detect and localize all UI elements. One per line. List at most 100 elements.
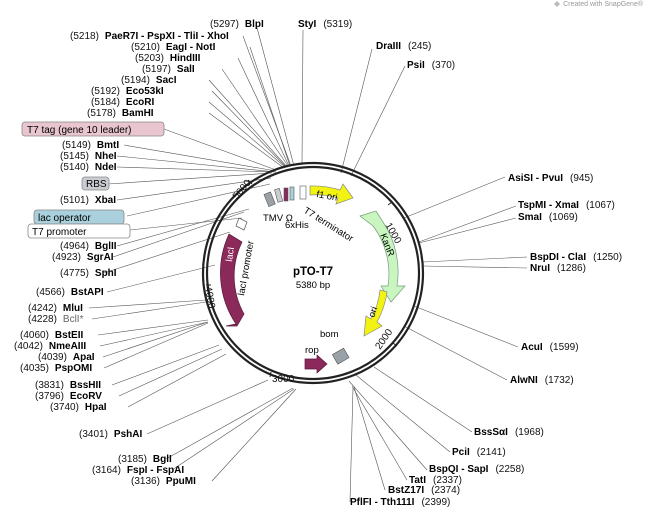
restriction-site-label: DraIII (245): [376, 41, 431, 52]
site-position: (4964): [60, 241, 89, 252]
restriction-site-label: (3831) BssHII: [35, 380, 101, 391]
restriction-site-label: (4566) BstAPI: [36, 287, 104, 298]
enzyme-name: NmeAIII: [49, 341, 86, 352]
restriction-site-label: (5218) PaeR7I - PspXI - TliI - XhoI: [70, 31, 229, 42]
site-position: (245): [408, 41, 431, 52]
site-position: (1968): [515, 427, 544, 438]
enzyme-name: AlwNI: [510, 375, 538, 386]
restriction-site-label: NruI (1286): [530, 263, 586, 274]
site-position: (5319): [323, 19, 352, 30]
site-position: (3740): [50, 402, 79, 413]
site-position: (4035): [20, 363, 49, 374]
site-position: (3796): [35, 391, 64, 402]
enzyme-name: BstAPI: [71, 287, 104, 298]
site-position: (2258): [495, 464, 524, 475]
site-position: (5218): [70, 31, 99, 42]
restriction-site-label: AlwNI (1732): [510, 375, 574, 386]
snapgene-credit: Created with SnapGene®: [554, 1, 643, 8]
enzyme-name: PsiI: [407, 60, 425, 71]
restriction-site-label: StyI (5319): [298, 19, 352, 30]
ori-label: ori: [366, 305, 380, 319]
site-position: (5140): [60, 162, 89, 173]
enzyme-name: NruI: [530, 263, 550, 274]
restriction-site-label: BstZ17I (2374): [388, 485, 460, 496]
restriction-site-label: BspDI - ClaI (1250): [530, 252, 622, 263]
t7-promoter-box: [27, 223, 131, 239]
plasmid-size: 5380 bp: [296, 280, 330, 291]
enzyme-name: BglII: [95, 241, 117, 252]
ori-arrow: [363, 289, 388, 337]
enzyme-name: BlpI: [245, 19, 264, 30]
enzyme-name: TatI: [409, 475, 426, 486]
enzyme-name: PflFI - Tth111I: [350, 497, 415, 508]
restriction-site-label: (5210) EagI - NotI: [131, 42, 216, 53]
restriction-site-label: (5192) Eco53kI: [91, 86, 164, 97]
t7-terminator-marker: [299, 185, 307, 200]
restriction-site-label: PciI (2141): [452, 447, 506, 458]
site-position: (5149): [62, 140, 91, 151]
restriction-site-label: TspMI - XmaI (1067): [518, 200, 615, 211]
t7-promoter-label: T7 promoter: [32, 227, 87, 238]
enzyme-name: SphI: [95, 268, 117, 279]
credit-text: Created with SnapGene®: [563, 1, 643, 8]
site-position: (4039): [38, 352, 67, 363]
restriction-site-label: (5178) BamHI: [87, 108, 154, 119]
bom-marker: [331, 347, 350, 365]
enzyme-name: TspMI - XmaI: [518, 200, 579, 211]
site-position: (945): [570, 173, 593, 184]
restriction-site-label: (5194) SacI: [121, 75, 177, 86]
enzyme-name: EagI - NotI: [166, 42, 216, 53]
rop-label: rop: [305, 345, 319, 356]
rop-arrow: [304, 354, 328, 374]
restriction-site-label: PsiI (370): [407, 60, 455, 71]
site-position: (5203): [135, 53, 164, 64]
restriction-site-label: (4042) NmeAIII: [14, 341, 86, 352]
enzyme-name: FspI - FspAI: [127, 465, 184, 476]
site-position: (3401): [79, 429, 108, 440]
site-position: (4775): [60, 268, 89, 279]
restriction-site-label: AcuI (1599): [521, 342, 579, 353]
restriction-site-label: (5297) BlpI: [210, 19, 264, 30]
enzyme-name: HpaI: [85, 402, 107, 413]
t7-terminator-label: T7 terminator: [301, 205, 355, 244]
enzyme-name: NdeI: [95, 162, 117, 173]
site-position: (4242): [28, 303, 57, 314]
site-position: (5184): [91, 97, 120, 108]
restriction-site-label: (5203) HindIII: [135, 53, 201, 64]
enzyme-name: AsiSI - PvuI: [508, 173, 563, 184]
bom-label: bom: [320, 329, 339, 340]
restriction-site-label: (4228) BclI*: [28, 314, 84, 325]
restriction-site-label: (4923) SgrAI: [52, 252, 114, 263]
enzyme-name: EcoRI: [126, 97, 155, 108]
site-position: (1250): [593, 252, 622, 263]
enzyme-name: DraIII: [376, 41, 401, 52]
enzyme-name: BglI: [153, 454, 172, 465]
site-position: (2374): [431, 485, 460, 496]
site-position: (370): [432, 60, 455, 71]
restriction-site-label: (4964) BglII: [60, 241, 117, 252]
site-position: (4923): [52, 252, 81, 263]
enzyme-name: PciI: [452, 447, 470, 458]
site-position: (1286): [557, 263, 586, 274]
t7-tag-box: [21, 121, 165, 137]
enzyme-name: HindIII: [170, 53, 201, 64]
site-position: (3831): [35, 380, 64, 391]
tick-marks: [206, 179, 398, 378]
restriction-site-label: (3401) PshAI: [79, 429, 142, 440]
site-position: (1599): [550, 342, 579, 353]
tick-4000: 4000: [202, 286, 217, 310]
restriction-site-label: (3796) EcoRV: [35, 391, 102, 402]
site-position: (3164): [92, 465, 121, 476]
site-position: (5192): [91, 86, 120, 97]
restriction-site-label: PflFI - Tth111I (2399): [350, 497, 450, 508]
enzyme-name: BstZ17I: [388, 485, 424, 496]
site-position: (4228): [28, 314, 57, 325]
restriction-site-label: BssSαI (1968): [474, 427, 544, 438]
backbone-outer: [201, 161, 425, 385]
restriction-site-label: (3136) PpuMI: [131, 476, 196, 487]
restriction-site-label: (3740) HpaI: [50, 402, 107, 413]
site-position: (3185): [118, 454, 147, 465]
lac-operator-label: lac operator: [38, 213, 91, 224]
site-position: (4566): [36, 287, 65, 298]
